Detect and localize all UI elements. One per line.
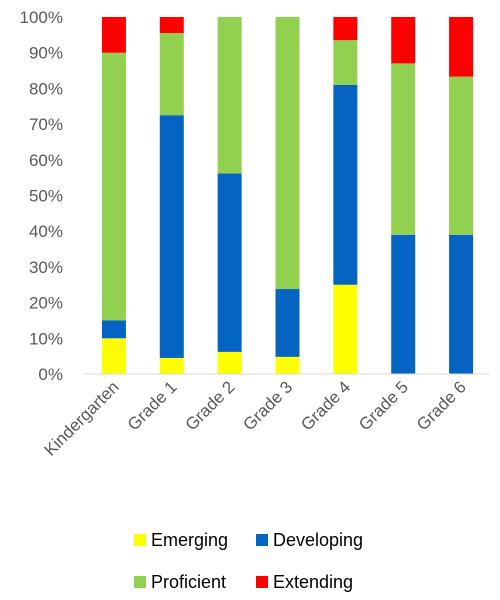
y-tick-label: 70% <box>29 115 63 134</box>
bar-developing-grade-3 <box>275 289 300 357</box>
bar-proficient-grade-4 <box>333 40 358 85</box>
y-tick-label: 20% <box>29 294 63 313</box>
x-tick-label: Grade 1 <box>124 377 181 434</box>
bar-emerging-grade-3 <box>275 356 300 374</box>
y-tick-label: 0% <box>38 365 63 384</box>
legend-item-developing: Developing <box>256 530 363 550</box>
bar-extending-grade-1 <box>159 17 184 34</box>
bar-developing-grade-2 <box>217 173 242 352</box>
legend-swatch <box>256 576 268 588</box>
y-tick-label: 90% <box>29 44 63 63</box>
legend-label: Emerging <box>151 530 228 550</box>
legend: Emerging Developing Proficient Extending <box>134 530 363 592</box>
bar-emerging-grade-1 <box>159 357 184 374</box>
bar-extending-kindergarten <box>101 17 126 53</box>
legend-swatch <box>134 576 146 588</box>
y-tick-label: 10% <box>29 329 63 348</box>
y-tick-label: 50% <box>29 187 63 206</box>
y-tick-label: 30% <box>29 258 63 277</box>
x-tick-label: Grade 6 <box>413 377 470 434</box>
x-tick-label: Grade 3 <box>239 377 296 434</box>
x-tick-label: Grade 4 <box>297 377 354 434</box>
x-tick-label: Grade 2 <box>182 377 239 434</box>
y-tick-label: 80% <box>29 79 63 98</box>
bar-emerging-grade-4 <box>333 284 358 374</box>
bar-developing-grade-1 <box>159 115 184 358</box>
bar-proficient-grade-1 <box>159 33 184 116</box>
bar-proficient-grade-5 <box>391 63 416 235</box>
bar-developing-grade-5 <box>391 234 416 374</box>
legend-label: Proficient <box>151 572 226 592</box>
bar-emerging-grade-2 <box>217 351 242 374</box>
bar-extending-grade-6 <box>449 17 474 77</box>
legend-swatch <box>134 534 146 546</box>
x-axis: Kindergarten Grade 1 Grade 2 Grade 3 Grade 4… <box>40 373 490 460</box>
x-tick-label: Grade 5 <box>355 377 412 434</box>
bar-emerging-kindergarten <box>101 338 126 374</box>
legend-item-proficient: Proficient <box>134 572 226 592</box>
bar-proficient-grade-3 <box>275 17 300 290</box>
bar-proficient-grade-6 <box>449 76 474 235</box>
y-axis: 0% 10% 20% 30% 40% 50% 60% 70% 80% 90% 100% <box>20 8 63 384</box>
legend-label: Developing <box>273 530 363 550</box>
x-tick-label: Kindergarten <box>40 377 122 459</box>
legend-label: Extending <box>273 572 353 592</box>
bar-developing-grade-6 <box>449 234 474 374</box>
legend-item-emerging: Emerging <box>134 530 228 550</box>
bar-developing-grade-4 <box>333 84 358 285</box>
y-tick-label: 40% <box>29 222 63 241</box>
bar-proficient-kindergarten <box>101 52 126 321</box>
y-tick-label: 60% <box>29 151 63 170</box>
legend-swatch <box>256 534 268 546</box>
bars <box>101 17 474 374</box>
bar-extending-grade-5 <box>391 17 416 64</box>
bar-developing-kindergarten <box>101 320 126 339</box>
legend-item-extending: Extending <box>256 572 353 592</box>
bar-extending-grade-4 <box>333 17 358 41</box>
y-tick-label: 100% <box>20 8 63 27</box>
bar-proficient-grade-2 <box>217 17 242 174</box>
